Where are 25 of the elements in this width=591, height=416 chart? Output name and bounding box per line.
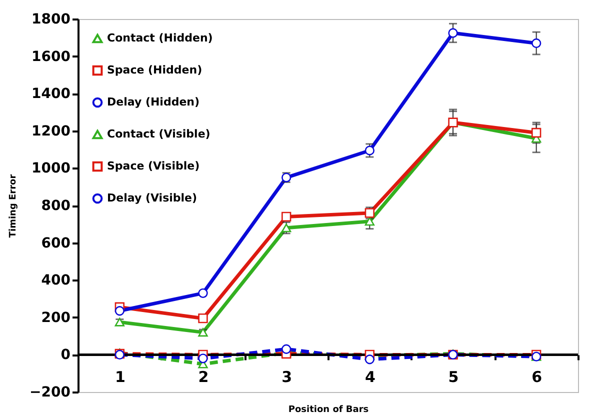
y-tick-label: 800 — [41, 198, 71, 214]
y-tick-label: 1400 — [32, 86, 71, 102]
y-tick-label: 1000 — [32, 160, 71, 177]
legend-label: Space (Visible) — [107, 160, 200, 172]
y-tick-label: 1800 — [32, 12, 71, 28]
x-tick-label: 2 — [198, 368, 209, 386]
x-axis-title: Position of Bars — [288, 405, 369, 416]
y-tick-label: 600 — [41, 235, 71, 252]
x-tick-label: 1 — [114, 368, 126, 386]
y-tick-label: 400 — [41, 272, 71, 289]
legend-label: Contact (Visible) — [107, 128, 210, 140]
y-tick-label: 0 — [60, 347, 71, 364]
x-tick-label: 6 — [532, 368, 542, 386]
y-tick-label: 1600 — [32, 48, 71, 65]
x-tick-label: 3 — [282, 368, 292, 386]
legend-label: Contact (Hidden) — [107, 32, 213, 44]
y-tick-label: −200 — [30, 384, 71, 400]
legend-label: Delay (Visible) — [107, 192, 198, 204]
x-tick-label: 5 — [448, 368, 459, 386]
y-axis-title: Timing Error — [8, 174, 19, 238]
legend-label: Delay (Hidden) — [107, 96, 200, 108]
y-tick-label: 1200 — [32, 123, 71, 140]
legend-label: Space (Hidden) — [107, 64, 202, 76]
x-tick-label: 4 — [364, 368, 376, 386]
y-tick-label: 200 — [41, 310, 71, 326]
